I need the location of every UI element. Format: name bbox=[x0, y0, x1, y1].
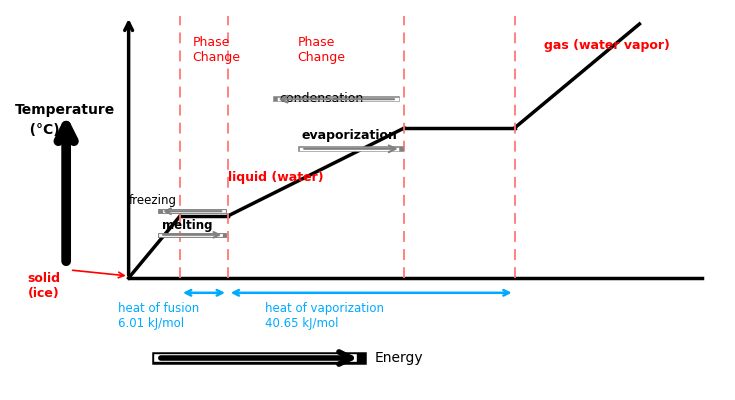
Text: Phase
Change: Phase Change bbox=[193, 36, 240, 64]
Text: heat of vaporization
40.65 kJ/mol: heat of vaporization 40.65 kJ/mol bbox=[265, 302, 384, 330]
Text: melting: melting bbox=[162, 219, 212, 232]
Text: Phase
Change: Phase Change bbox=[298, 36, 345, 64]
Text: liquid (water): liquid (water) bbox=[228, 171, 323, 184]
Text: Temperature
   (°C): Temperature (°C) bbox=[15, 103, 115, 137]
Text: Energy: Energy bbox=[375, 351, 423, 365]
Text: freezing: freezing bbox=[129, 194, 176, 207]
Text: solid
(ice): solid (ice) bbox=[28, 272, 60, 300]
Text: gas (water vapor): gas (water vapor) bbox=[544, 39, 670, 52]
Text: heat of fusion
6.01 kJ/mol: heat of fusion 6.01 kJ/mol bbox=[118, 302, 199, 330]
Text: evaporization: evaporization bbox=[301, 129, 397, 142]
Text: condensation: condensation bbox=[279, 92, 364, 105]
